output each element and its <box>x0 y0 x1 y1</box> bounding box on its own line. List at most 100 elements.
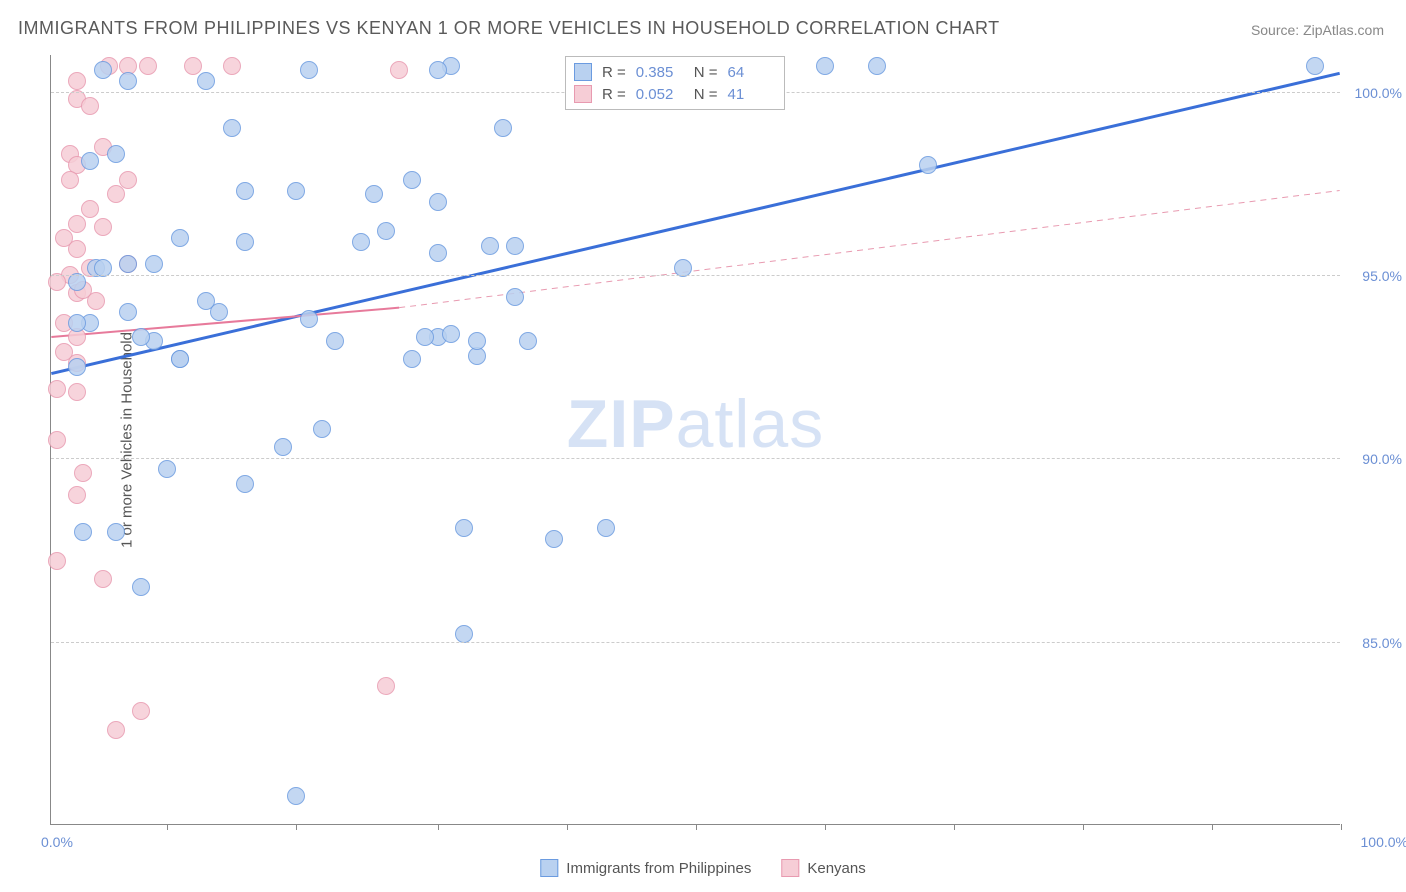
data-point <box>55 229 73 247</box>
x-tick <box>438 824 439 830</box>
data-point <box>74 464 92 482</box>
data-point <box>919 156 937 174</box>
y-tick-label: 95.0% <box>1362 268 1402 284</box>
data-point <box>48 552 66 570</box>
x-axis-min-label: 0.0% <box>41 834 73 850</box>
x-tick <box>296 824 297 830</box>
data-point <box>674 259 692 277</box>
chart-title: IMMIGRANTS FROM PHILIPPINES VS KENYAN 1 … <box>18 18 1000 39</box>
trend-line <box>399 190 1339 307</box>
legend-item-1: Immigrants from Philippines <box>540 859 751 877</box>
data-point <box>68 72 86 90</box>
n-label: N = <box>694 64 718 81</box>
data-point <box>139 57 157 75</box>
data-point <box>119 72 137 90</box>
data-point <box>68 273 86 291</box>
data-point <box>1306 57 1324 75</box>
data-point <box>68 383 86 401</box>
data-point <box>184 57 202 75</box>
trend-lines <box>51 55 1340 824</box>
legend-swatch-2 <box>781 859 799 877</box>
data-point <box>545 530 563 548</box>
x-tick <box>954 824 955 830</box>
data-point <box>300 61 318 79</box>
data-point <box>816 57 834 75</box>
data-point <box>68 314 86 332</box>
data-point <box>403 350 421 368</box>
data-point <box>107 185 125 203</box>
n-label: N = <box>694 86 718 103</box>
data-point <box>300 310 318 328</box>
data-point <box>61 171 79 189</box>
n-value: 41 <box>728 86 776 103</box>
data-point <box>197 72 215 90</box>
data-point <box>481 237 499 255</box>
data-point <box>48 273 66 291</box>
data-point <box>287 182 305 200</box>
plot-area: 1 or more Vehicles in Household ZIPatlas… <box>50 55 1340 825</box>
data-point <box>377 677 395 695</box>
data-point <box>132 702 150 720</box>
data-point <box>506 237 524 255</box>
data-point <box>87 292 105 310</box>
data-point <box>74 523 92 541</box>
data-point <box>506 288 524 306</box>
legend-label: Kenyans <box>807 860 865 877</box>
data-point <box>68 215 86 233</box>
gridline: 95.0% <box>51 275 1340 276</box>
source-attribution: Source: ZipAtlas.com <box>1251 22 1384 38</box>
data-point <box>597 519 615 537</box>
bottom-legend: Immigrants from Philippines Kenyans <box>540 859 865 877</box>
data-point <box>236 475 254 493</box>
data-point <box>145 255 163 273</box>
data-point <box>68 486 86 504</box>
data-point <box>81 97 99 115</box>
data-point <box>416 328 434 346</box>
data-point <box>494 119 512 137</box>
data-point <box>274 438 292 456</box>
data-point <box>287 787 305 805</box>
legend-item-2: Kenyans <box>781 859 865 877</box>
x-tick <box>696 824 697 830</box>
legend-swatch-1 <box>540 859 558 877</box>
data-point <box>107 145 125 163</box>
data-point <box>365 185 383 203</box>
data-point <box>236 233 254 251</box>
r-label: R = <box>602 86 626 103</box>
y-tick-label: 100.0% <box>1355 85 1402 101</box>
data-point <box>119 171 137 189</box>
stats-legend-row-1: R = 0.385 N = 64 <box>574 61 776 83</box>
data-point <box>326 332 344 350</box>
data-point <box>455 625 473 643</box>
data-point <box>158 460 176 478</box>
y-tick-label: 90.0% <box>1362 451 1402 467</box>
data-point <box>455 519 473 537</box>
data-point <box>519 332 537 350</box>
data-point <box>313 420 331 438</box>
data-point <box>171 229 189 247</box>
stats-swatch-1 <box>574 63 592 81</box>
data-point <box>81 200 99 218</box>
data-point <box>132 578 150 596</box>
data-point <box>132 328 150 346</box>
x-axis-max-label: 100.0% <box>1361 834 1406 850</box>
stats-swatch-2 <box>574 85 592 103</box>
data-point <box>429 193 447 211</box>
data-point <box>377 222 395 240</box>
y-tick-label: 85.0% <box>1362 635 1402 651</box>
data-point <box>171 350 189 368</box>
data-point <box>94 570 112 588</box>
data-point <box>81 152 99 170</box>
data-point <box>429 61 447 79</box>
gridline: 85.0% <box>51 642 1340 643</box>
data-point <box>94 61 112 79</box>
data-point <box>68 358 86 376</box>
data-point <box>236 182 254 200</box>
stats-legend: R = 0.385 N = 64 R = 0.052 N = 41 <box>565 56 785 110</box>
data-point <box>403 171 421 189</box>
data-point <box>48 380 66 398</box>
data-point <box>48 431 66 449</box>
data-point <box>210 303 228 321</box>
n-value: 64 <box>728 64 776 81</box>
data-point <box>468 332 486 350</box>
